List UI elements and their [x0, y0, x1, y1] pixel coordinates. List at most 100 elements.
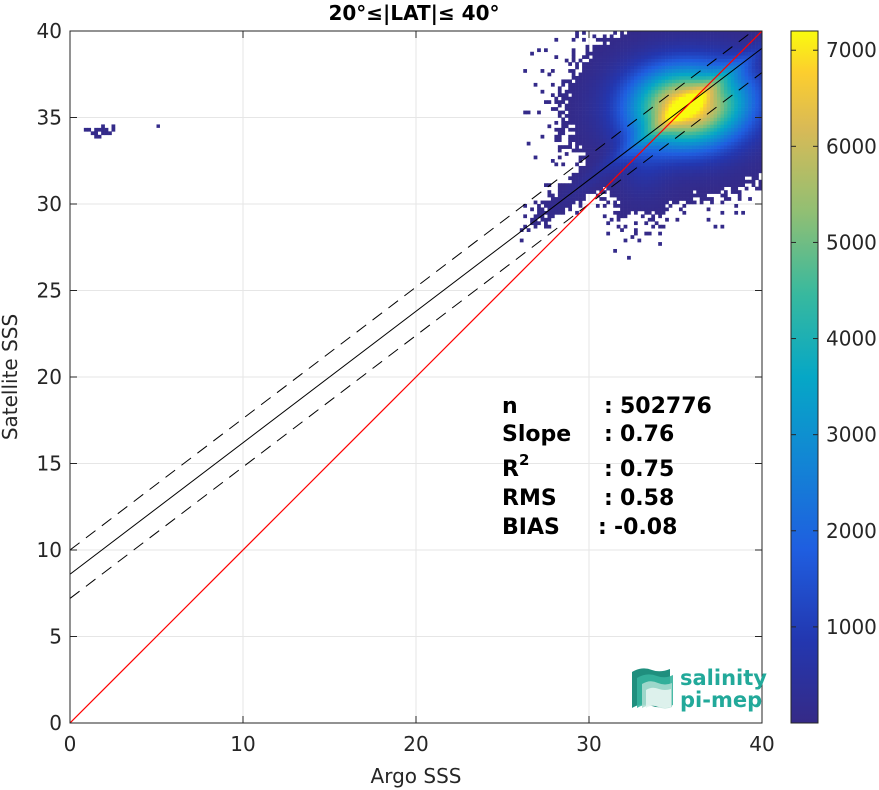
heatmap-cell	[685, 48, 690, 53]
heatmap-cell	[685, 82, 690, 87]
heatmap-cell	[755, 138, 759, 143]
heatmap-cell	[602, 172, 607, 177]
heatmap-cell	[675, 217, 680, 222]
heatmap-cell	[672, 193, 676, 198]
heatmap-cell	[658, 75, 662, 80]
heatmap-cell	[741, 176, 745, 181]
heatmap-cell	[644, 210, 649, 215]
heatmap-cell	[651, 96, 656, 101]
heatmap-cell	[672, 75, 676, 80]
heatmap-cell	[672, 197, 676, 201]
heatmap-cell	[748, 44, 752, 49]
heatmap-cell	[668, 75, 673, 80]
heatmap-cell	[682, 165, 687, 170]
heatmap-cell	[730, 31, 735, 35]
heatmap-cell	[613, 193, 617, 198]
heatmap-cell	[682, 124, 687, 129]
heatmap-cell	[713, 141, 718, 146]
heatmap-cell	[685, 58, 690, 63]
heatmap-cell	[672, 183, 676, 187]
heatmap-cell	[658, 127, 662, 132]
heatmap-cell	[609, 44, 614, 49]
heatmap-cell	[578, 117, 583, 122]
heatmap-cell	[685, 183, 690, 187]
heatmap-cell	[575, 107, 579, 111]
heatmap-cell	[658, 41, 662, 46]
heatmap-cell	[703, 62, 707, 66]
heatmap-cell	[668, 131, 673, 136]
heatmap-cell	[606, 58, 611, 63]
heatmap-cell	[547, 224, 552, 229]
heatmap-cell	[640, 190, 645, 194]
heatmap-cell	[633, 197, 638, 201]
heatmap-cell	[609, 65, 614, 70]
heatmap-cell	[710, 96, 714, 101]
heatmap-cell	[599, 51, 604, 56]
heatmap-cell	[640, 86, 645, 91]
heatmap-cell	[582, 103, 586, 108]
heatmap-cell	[675, 190, 680, 194]
heatmap-cell	[620, 120, 624, 125]
heatmap-cell	[602, 155, 607, 160]
heatmap-cell	[741, 138, 745, 143]
heatmap-cell	[111, 127, 116, 132]
heatmap-cell	[723, 190, 728, 194]
heatmap-cell	[620, 82, 624, 87]
heatmap-cell	[699, 31, 704, 35]
heatmap-cell	[654, 155, 659, 160]
heatmap-cell	[547, 200, 552, 205]
heatmap-cell	[661, 69, 666, 73]
heatmap-cell	[582, 120, 586, 125]
heatmap-cell	[602, 120, 607, 125]
heatmap-cell	[737, 183, 742, 187]
colorbar-tick-label: 2000	[826, 519, 877, 543]
heatmap-cell	[734, 44, 739, 49]
heatmap-cell	[689, 34, 694, 39]
heatmap-cell	[717, 117, 721, 122]
heatmap-cell	[668, 41, 673, 46]
heatmap-cell	[623, 44, 628, 49]
heatmap-cell	[640, 72, 645, 77]
heatmap-cell	[717, 114, 721, 118]
heatmap-cell	[633, 231, 638, 236]
heatmap-cell	[672, 141, 676, 146]
heatmap-cell	[730, 82, 735, 87]
heatmap-cell	[637, 176, 642, 181]
heatmap-cell	[599, 100, 604, 104]
heatmap-cell	[654, 82, 659, 87]
heatmap-cell	[623, 96, 628, 101]
heatmap-cell	[613, 114, 617, 118]
heatmap-cell	[630, 207, 635, 212]
heatmap-cell	[720, 141, 725, 146]
heatmap-cell	[727, 89, 732, 94]
heatmap-cell	[568, 114, 572, 118]
heatmap-cell	[665, 183, 669, 187]
heatmap-cell	[592, 183, 597, 187]
heatmap-cell	[620, 55, 624, 59]
heatmap-cell	[627, 172, 631, 177]
heatmap-cell	[717, 127, 721, 132]
heatmap-cell	[633, 193, 638, 198]
heatmap-cell	[651, 93, 656, 98]
heatmap-cell	[713, 152, 718, 156]
heatmap-cell	[717, 107, 721, 111]
heatmap-cell	[637, 186, 642, 191]
heatmap-cell	[758, 89, 762, 94]
heatmap-cell	[602, 110, 607, 115]
heatmap-cell	[737, 197, 742, 201]
heatmap-cell	[661, 82, 666, 87]
heatmap-cell	[717, 134, 721, 139]
heatmap-cell	[627, 152, 631, 156]
heatmap-cell	[606, 131, 611, 136]
heatmap-cell	[630, 183, 635, 187]
heatmap-cell	[633, 31, 638, 35]
heatmap-cell	[630, 103, 635, 108]
heatmap-cell	[592, 172, 597, 177]
heatmap-cell	[737, 138, 742, 143]
heatmap-cell	[758, 186, 762, 191]
heatmap-cell	[644, 37, 649, 42]
heatmap-cell	[741, 65, 745, 70]
heatmap-cell	[609, 34, 614, 39]
heatmap-cell	[578, 193, 583, 198]
heatmap-cell	[647, 152, 652, 156]
